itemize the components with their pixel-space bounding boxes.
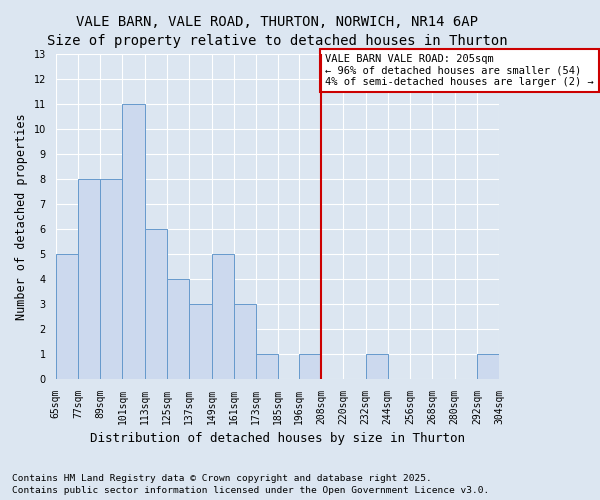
Bar bbox=[477, 354, 499, 378]
Bar bbox=[189, 304, 212, 378]
Bar bbox=[78, 179, 100, 378]
Bar bbox=[56, 254, 78, 378]
Bar bbox=[122, 104, 145, 378]
Bar bbox=[212, 254, 234, 378]
Bar bbox=[299, 354, 321, 378]
Bar bbox=[100, 179, 122, 378]
Bar bbox=[256, 354, 278, 378]
Text: VALE BARN VALE ROAD: 205sqm
← 96% of detached houses are smaller (54)
4% of semi: VALE BARN VALE ROAD: 205sqm ← 96% of det… bbox=[325, 54, 593, 87]
Text: Contains HM Land Registry data © Crown copyright and database right 2025.
Contai: Contains HM Land Registry data © Crown c… bbox=[12, 474, 489, 495]
Bar bbox=[145, 229, 167, 378]
Bar bbox=[365, 354, 388, 378]
X-axis label: Distribution of detached houses by size in Thurton: Distribution of detached houses by size … bbox=[90, 432, 465, 445]
Bar bbox=[167, 278, 189, 378]
Title: VALE BARN, VALE ROAD, THURTON, NORWICH, NR14 6AP
Size of property relative to de: VALE BARN, VALE ROAD, THURTON, NORWICH, … bbox=[47, 15, 508, 48]
Y-axis label: Number of detached properties: Number of detached properties bbox=[15, 113, 28, 320]
Bar bbox=[234, 304, 256, 378]
